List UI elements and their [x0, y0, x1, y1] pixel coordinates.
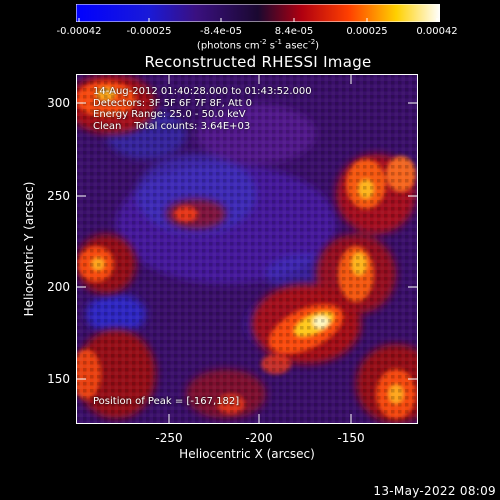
- date-stamp: 13-May-2022 08:09: [373, 484, 496, 498]
- colorbar-tick-label: 0.00025: [346, 26, 388, 37]
- colorbar: [76, 4, 440, 22]
- y-tick-label: 300: [47, 96, 70, 110]
- rhessi-image: [76, 74, 418, 424]
- x-axis-label: Heliocentric X (arcsec): [179, 447, 315, 461]
- colorbar-tick-label: 0.00042: [416, 26, 458, 37]
- y-tick-label: 250: [47, 189, 70, 203]
- x-tick-label: -150: [337, 431, 365, 445]
- colorbar-tick-label: -0.00025: [126, 26, 172, 37]
- colorbar-tick-label: -8.4e-05: [200, 26, 242, 37]
- colorbar-tick-label: 8.4e-05: [274, 26, 314, 37]
- peak-position: Position of Peak = [-167,182]: [93, 396, 240, 407]
- colorbar-tick-label: -0.00042: [56, 26, 102, 37]
- info-line: Energy Range: 25.0 - 50.0 keV: [93, 109, 246, 120]
- info-line: 14-Aug-2012 01:40:28.000 to 01:43:52.000: [93, 86, 312, 97]
- info-line: Detectors: 3F 5F 6F 7F 8F, Att 0: [93, 97, 253, 109]
- y-axis-label: Heliocentric Y (arcsec): [22, 181, 36, 317]
- plot-title: Reconstructed RHESSI Image: [144, 53, 372, 71]
- info-line: Clean Total counts: 3.64E+03: [93, 120, 251, 132]
- colorbar-units: (photons cm-2 s-1 asec-2): [196, 38, 320, 52]
- y-tick-label: 150: [47, 372, 70, 386]
- y-tick-label: 200: [47, 280, 70, 294]
- x-tick-label: -200: [245, 431, 273, 445]
- x-tick-label: -250: [155, 431, 183, 445]
- observation-info: 14-Aug-2012 01:40:28.000 to 01:43:52.000…: [93, 86, 312, 132]
